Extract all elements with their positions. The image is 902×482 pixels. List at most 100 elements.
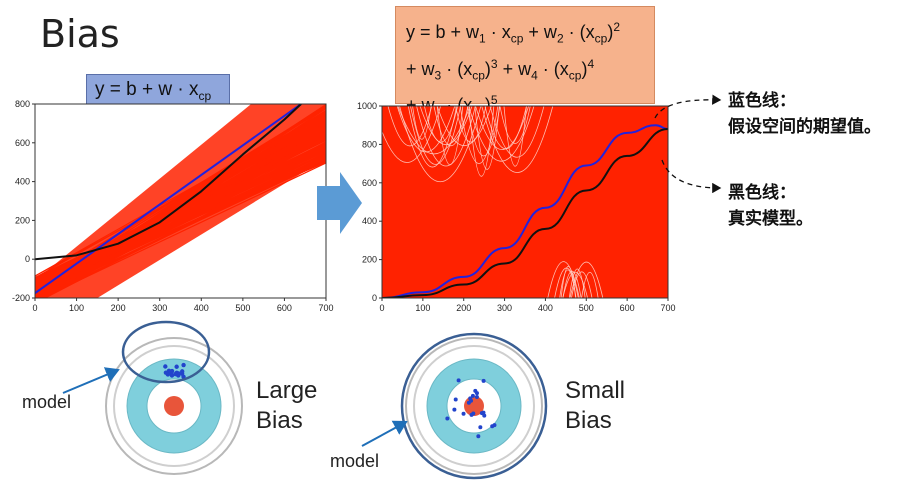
chart-left-y-tick-label: 0 <box>25 254 30 264</box>
hit-point <box>456 378 461 383</box>
fit-line <box>436 106 464 165</box>
chart-right-x-tick-label: 600 <box>620 303 635 313</box>
expected-line <box>35 104 302 294</box>
chart-left-x-tick-label: 600 <box>277 303 292 313</box>
fit-line <box>571 271 593 298</box>
chart-right-plot-area <box>382 106 668 298</box>
fit-line <box>436 106 492 147</box>
chart-right-x-tick-label: 500 <box>579 303 594 313</box>
chart-right-x-tick-label: 300 <box>497 303 512 313</box>
chart-right-x-tick-label: 200 <box>456 303 471 313</box>
fit-band <box>35 104 326 298</box>
blue-line-pointer <box>654 94 722 119</box>
chart-right: 0 100 200 300 400 500 600 700 0 200 400 600 800 1000 <box>357 101 676 313</box>
hit-point <box>470 393 475 398</box>
fit-line <box>468 106 535 162</box>
slide-title: Bias <box>40 12 120 56</box>
fit-fill <box>382 106 668 298</box>
black-line-note: 黑色线： 真实模型。 <box>728 180 813 232</box>
fit-line <box>547 261 580 298</box>
bullseye <box>164 396 184 416</box>
blue-line-title: 蓝色线： <box>728 91 796 111</box>
expected-line <box>382 124 668 298</box>
chart-left-x-tick-label: 0 <box>32 303 37 313</box>
fit-line <box>455 106 487 143</box>
chart-right-x-tick-label: 100 <box>415 303 430 313</box>
fit-line <box>466 106 501 157</box>
chart-right-y-tick-label: 600 <box>362 178 377 188</box>
transition-arrow <box>317 172 362 234</box>
model-region <box>121 320 211 384</box>
chart-right-x-tick-label: 700 <box>660 303 675 313</box>
hit-point <box>452 407 457 412</box>
fit-line <box>562 271 582 298</box>
hit-point <box>176 371 181 376</box>
formula-simple-base: y = b + w · x <box>95 79 199 100</box>
hit-point <box>478 425 483 430</box>
fit-line <box>474 106 500 170</box>
formula-complex: y = b + w1 · xcp + w2 · (xcp)2 + w3 · (x… <box>395 6 655 119</box>
hit-point <box>169 373 175 378</box>
black-line-pointer <box>661 159 722 194</box>
model-pointer <box>361 420 408 447</box>
blue-line-note: 蓝色线： 假设空间的期望值。 <box>728 88 881 140</box>
chart-right-y-tick-label: 400 <box>362 216 377 226</box>
small-model-label: model <box>330 451 380 471</box>
hit-point <box>453 397 458 402</box>
fit-line <box>423 106 459 143</box>
fit-line <box>387 106 433 147</box>
fit-line <box>419 106 473 146</box>
chart-right-y-tick-label: 1000 <box>357 101 377 111</box>
fit-line <box>459 106 499 164</box>
fit-line <box>399 106 482 183</box>
chart-left-x-tick-label: 100 <box>69 303 84 313</box>
chart-right-y-tick-label: 800 <box>362 139 377 149</box>
fit-line <box>475 106 529 150</box>
fit-line <box>416 106 476 167</box>
fit-line <box>481 106 554 173</box>
fit-line <box>581 272 599 298</box>
fit-line <box>562 272 588 298</box>
chart-left-x-tick-label: 400 <box>194 303 209 313</box>
hit-point <box>476 434 481 439</box>
chart-left-y-tick-label: 400 <box>15 177 30 187</box>
chart-left-y-tick-label: 200 <box>15 215 30 225</box>
chart-left-x-tick-label: 500 <box>235 303 250 313</box>
target-large-bias <box>105 320 243 475</box>
fit-line <box>412 106 432 140</box>
chart-right-y-tick-label: 200 <box>362 255 377 265</box>
hit-point <box>479 411 484 416</box>
fit-line <box>499 106 531 144</box>
black-line-title: 黑色线： <box>728 183 796 203</box>
hit-point <box>481 378 486 383</box>
chart-left-plot-area <box>35 104 326 298</box>
fit-line <box>503 106 527 167</box>
hit-point <box>490 424 495 429</box>
hit-point <box>174 364 179 369</box>
small-bias-label: Small Bias <box>565 377 626 434</box>
model-pointer <box>62 367 120 394</box>
hit-point <box>469 412 474 417</box>
hit-point <box>466 400 471 405</box>
fit-line <box>382 106 442 163</box>
true-model-line <box>35 104 302 261</box>
hit-point <box>473 388 478 393</box>
hit-point <box>181 362 186 368</box>
chart-right-y-tick-label: 0 <box>372 293 377 303</box>
formula-simple-sub: cp <box>198 88 212 103</box>
hit-point <box>482 413 487 418</box>
large-model-label: model <box>22 392 72 412</box>
hit-point <box>461 411 466 416</box>
target-small-bias <box>400 332 548 480</box>
fit-line <box>569 261 604 298</box>
chart-right-frame <box>381 105 669 299</box>
chart-left-x-tick-label: 200 <box>111 303 126 313</box>
model-region <box>400 332 548 480</box>
chart-left-y-tick-label: -200 <box>12 293 30 303</box>
hit-point <box>163 370 169 375</box>
chart-left-x-tick-label: 700 <box>318 303 333 313</box>
chart-left-y-tick-label: 600 <box>15 138 30 148</box>
fit-line <box>410 106 461 165</box>
